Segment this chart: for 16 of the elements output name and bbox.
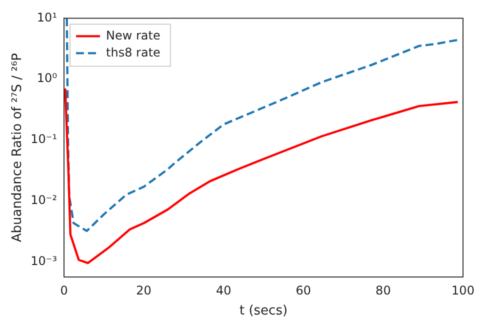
- x-axis-title: t (secs): [239, 304, 288, 319]
- y-axis-title: Abuandance Ratio of ²⁷S / ²⁶P: [10, 52, 26, 242]
- y-tick-label: 10⁻²: [30, 192, 58, 207]
- y-tick-label: 10⁻¹: [30, 132, 58, 146]
- y-tick-label: 10⁰: [36, 71, 58, 86]
- x-tick-label: 0: [60, 283, 68, 298]
- legend-label: ths8 rate: [106, 45, 160, 60]
- legend-label: New rate: [106, 28, 160, 42]
- x-tick-label: 80: [376, 283, 391, 298]
- y-tick-label: 10⁻³: [30, 254, 58, 268]
- x-tick-label: 60: [296, 283, 312, 298]
- x-tick-label: 40: [216, 283, 232, 298]
- line-series: [66, 18, 459, 232]
- x-tick-label: 20: [136, 283, 152, 298]
- y-tick-label: 10¹: [36, 10, 58, 24]
- x-tick-label: 100: [452, 283, 474, 298]
